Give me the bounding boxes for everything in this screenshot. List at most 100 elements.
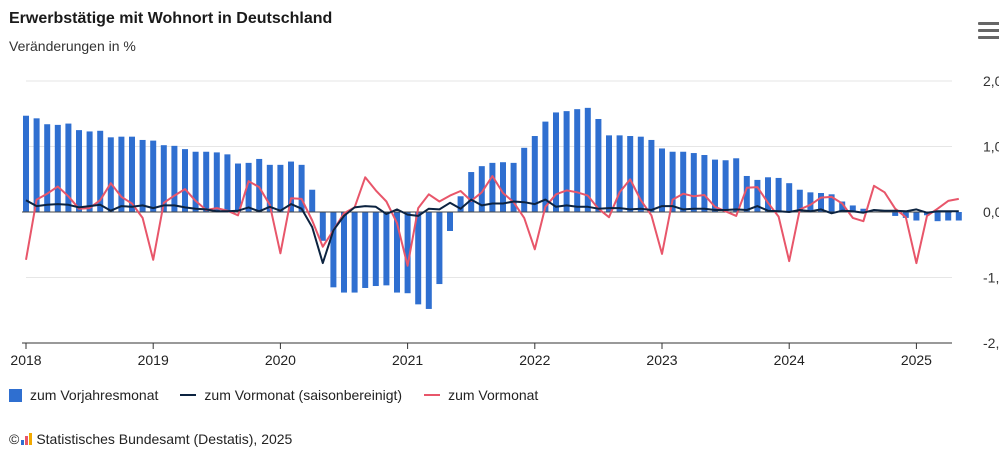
bar bbox=[606, 135, 612, 212]
bar bbox=[457, 196, 464, 212]
y-tick-label: 0,0 bbox=[983, 204, 999, 220]
bar bbox=[521, 147, 528, 212]
bar bbox=[765, 177, 771, 212]
bar bbox=[818, 193, 824, 212]
bar bbox=[129, 136, 135, 212]
legend-item-vormonat-saisonbereinigt[interactable]: zum Vormonat (saisonbereinigt) bbox=[180, 387, 402, 403]
bar bbox=[796, 189, 803, 212]
bar bbox=[182, 149, 188, 212]
x-tick-label: 2020 bbox=[265, 352, 296, 368]
bar bbox=[775, 177, 782, 212]
bar bbox=[669, 151, 676, 212]
x-tick-label: 2018 bbox=[10, 352, 41, 368]
bar bbox=[574, 109, 581, 212]
legend-label: zum Vormonat bbox=[448, 387, 539, 403]
bar bbox=[171, 145, 178, 212]
bar bbox=[563, 111, 570, 212]
chart-area: 2,0 1,0 0,0 -1,0 -2,0 2018 2019 2020 2021 2022 202… bbox=[10, 73, 999, 368]
legend-swatch-bar bbox=[9, 388, 22, 402]
bar bbox=[415, 212, 422, 305]
bar bbox=[44, 124, 51, 212]
destatis-logo-icon bbox=[21, 433, 33, 445]
bar bbox=[86, 131, 93, 212]
bar bbox=[839, 201, 846, 212]
bar bbox=[468, 172, 475, 212]
y-tick-label: -1,0 bbox=[983, 270, 999, 286]
bar bbox=[362, 212, 369, 288]
chart-legend: zum Vorjahresmonat zum Vormonat (saisonb… bbox=[9, 387, 560, 403]
bar bbox=[54, 124, 61, 212]
y-tick-label: -2,0 bbox=[983, 335, 999, 351]
bar bbox=[425, 212, 432, 309]
x-tick-label: 2025 bbox=[901, 352, 932, 368]
bar bbox=[531, 136, 538, 212]
bar bbox=[394, 212, 400, 293]
bar bbox=[754, 179, 761, 212]
x-tick-label: 2021 bbox=[392, 352, 423, 368]
bar bbox=[23, 115, 29, 212]
series-line-vormonat-saisonbereinigt bbox=[25, 198, 959, 265]
bar bbox=[595, 118, 602, 212]
bar bbox=[690, 153, 697, 212]
bar bbox=[97, 130, 104, 212]
legend-item-vorjahresmonat[interactable]: zum Vorjahresmonat bbox=[9, 387, 158, 403]
y-tick-label: 1,0 bbox=[983, 139, 999, 155]
bar bbox=[33, 118, 40, 212]
bar bbox=[743, 175, 750, 212]
bar bbox=[266, 164, 273, 212]
bar bbox=[584, 107, 591, 212]
chart-subtitle: Veränderungen in % bbox=[9, 38, 136, 54]
bar bbox=[786, 183, 793, 212]
bar bbox=[150, 140, 157, 212]
source-text: Statistisches Bundesamt (Destatis), 2025 bbox=[36, 431, 293, 447]
bar bbox=[510, 162, 517, 212]
bar bbox=[722, 160, 729, 212]
bar bbox=[192, 151, 199, 212]
bar bbox=[913, 212, 920, 221]
series-line-vormonat bbox=[25, 175, 959, 267]
bar bbox=[680, 151, 687, 212]
bar bbox=[849, 205, 856, 212]
x-tick-label: 2019 bbox=[138, 352, 169, 368]
bar bbox=[955, 212, 962, 221]
bar bbox=[245, 162, 252, 212]
bar bbox=[107, 137, 114, 212]
bar bbox=[659, 148, 665, 212]
bar bbox=[65, 123, 72, 212]
copyright-symbol: © bbox=[9, 431, 20, 447]
bar bbox=[553, 112, 559, 212]
x-tick-label: 2024 bbox=[774, 352, 805, 368]
bar bbox=[372, 212, 379, 287]
bar bbox=[341, 212, 347, 293]
source-note: © Statistisches Bundesamt (Destatis), 20… bbox=[9, 431, 292, 447]
bar bbox=[637, 136, 644, 212]
bar bbox=[733, 158, 740, 212]
bar bbox=[224, 154, 231, 212]
bar bbox=[828, 194, 835, 212]
x-tick-label: 2023 bbox=[646, 352, 677, 368]
legend-label: zum Vormonat (saisonbereinigt) bbox=[204, 387, 403, 403]
bar bbox=[648, 139, 655, 212]
bar bbox=[330, 212, 337, 288]
bar bbox=[701, 155, 708, 212]
bar bbox=[118, 136, 125, 212]
hamburger-menu-icon[interactable] bbox=[978, 22, 999, 40]
bar bbox=[436, 212, 443, 285]
legend-swatch-mom-line bbox=[424, 394, 441, 396]
bar bbox=[351, 212, 358, 293]
bar bbox=[902, 212, 909, 218]
bar bbox=[616, 135, 623, 212]
y-tick-label: 2,0 bbox=[983, 73, 999, 89]
bar bbox=[256, 158, 263, 212]
bar bbox=[500, 162, 506, 212]
bar bbox=[298, 164, 305, 212]
legend-swatch-sa-line bbox=[180, 394, 197, 396]
bar bbox=[945, 212, 952, 221]
legend-item-vormonat[interactable]: zum Vormonat bbox=[424, 387, 538, 403]
bar bbox=[860, 208, 867, 212]
bar bbox=[383, 212, 390, 286]
bar bbox=[288, 161, 294, 212]
bar bbox=[235, 163, 241, 212]
bar bbox=[489, 162, 496, 212]
bar bbox=[892, 212, 899, 216]
